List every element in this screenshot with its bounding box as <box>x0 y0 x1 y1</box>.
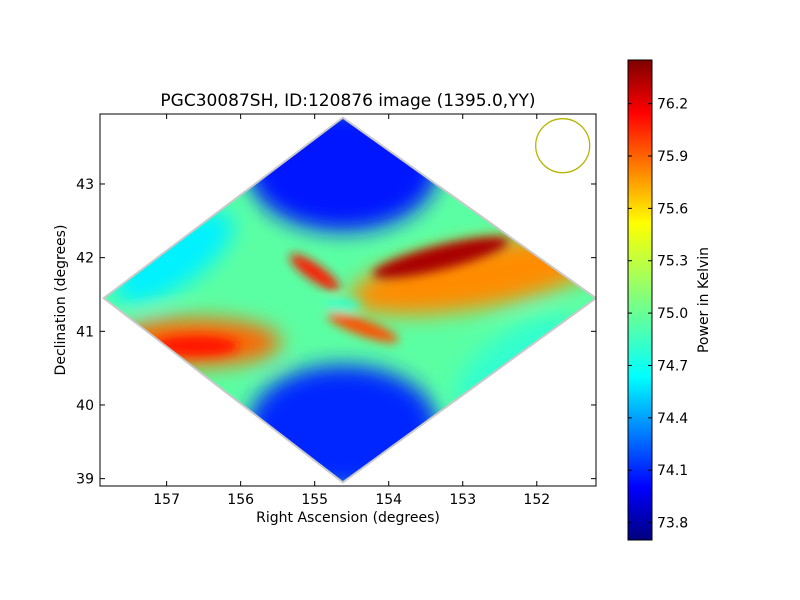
map-lobe-south <box>247 365 438 483</box>
x-axis: 157 156 155 154 153 152 <box>153 114 550 508</box>
plot-frame <box>99 113 597 487</box>
colorbar-axis: 73.8 74.1 74.4 74.7 75.0 75.3 75.6 75.9 76.2 <box>628 97 688 532</box>
colorbar-tick-label: 74.7 <box>657 358 688 374</box>
colorbar-label: Power in Kelvin <box>696 247 712 353</box>
x-tick-label: 153 <box>449 492 476 508</box>
y-tick-label: 41 <box>76 324 94 340</box>
y-axis-label: Declination (degrees) <box>53 225 69 376</box>
map-lobe-north <box>247 117 438 232</box>
map-core-south <box>326 312 399 343</box>
x-tick-label: 157 <box>153 492 180 508</box>
y-tick-label: 39 <box>76 472 94 488</box>
x-tick-label: 154 <box>375 492 402 508</box>
map-peak-east <box>154 336 239 357</box>
colorbar-tick-label: 74.1 <box>657 463 688 479</box>
x-tick-label: 155 <box>301 492 328 508</box>
y-tick-label: 42 <box>76 251 94 267</box>
colorbar-tick-label: 75.9 <box>657 149 688 165</box>
y-axis: 39 40 41 42 43 <box>76 177 596 488</box>
map-core-north <box>289 253 340 291</box>
map-peak-west <box>372 237 509 279</box>
map-background <box>103 117 596 483</box>
colorbar-tick-label: 75.3 <box>657 254 688 270</box>
colorbar <box>627 59 653 541</box>
y-tick-label: 40 <box>76 398 94 414</box>
y-tick-label: 43 <box>76 177 94 193</box>
beam-marker <box>535 118 591 174</box>
map-edge-ne <box>114 211 234 304</box>
x-axis-label: Right Ascension (degrees) <box>256 510 440 526</box>
chart-title: PGC30087SH, ID:120876 image (1395.0,YY) <box>160 91 535 111</box>
x-tick-label: 156 <box>227 492 254 508</box>
colorbar-tick-label: 74.4 <box>657 411 688 427</box>
heatmap-image <box>102 116 596 484</box>
colorbar-tick-label: 76.2 <box>657 97 688 113</box>
colorbar-tick-label: 75.0 <box>657 306 688 322</box>
map-core-center <box>324 299 361 312</box>
x-tick-label: 152 <box>523 492 550 508</box>
colorbar-tick-label: 73.8 <box>657 516 688 532</box>
colorbar-tick-label: 75.6 <box>657 201 688 217</box>
map-outline <box>102 116 596 484</box>
